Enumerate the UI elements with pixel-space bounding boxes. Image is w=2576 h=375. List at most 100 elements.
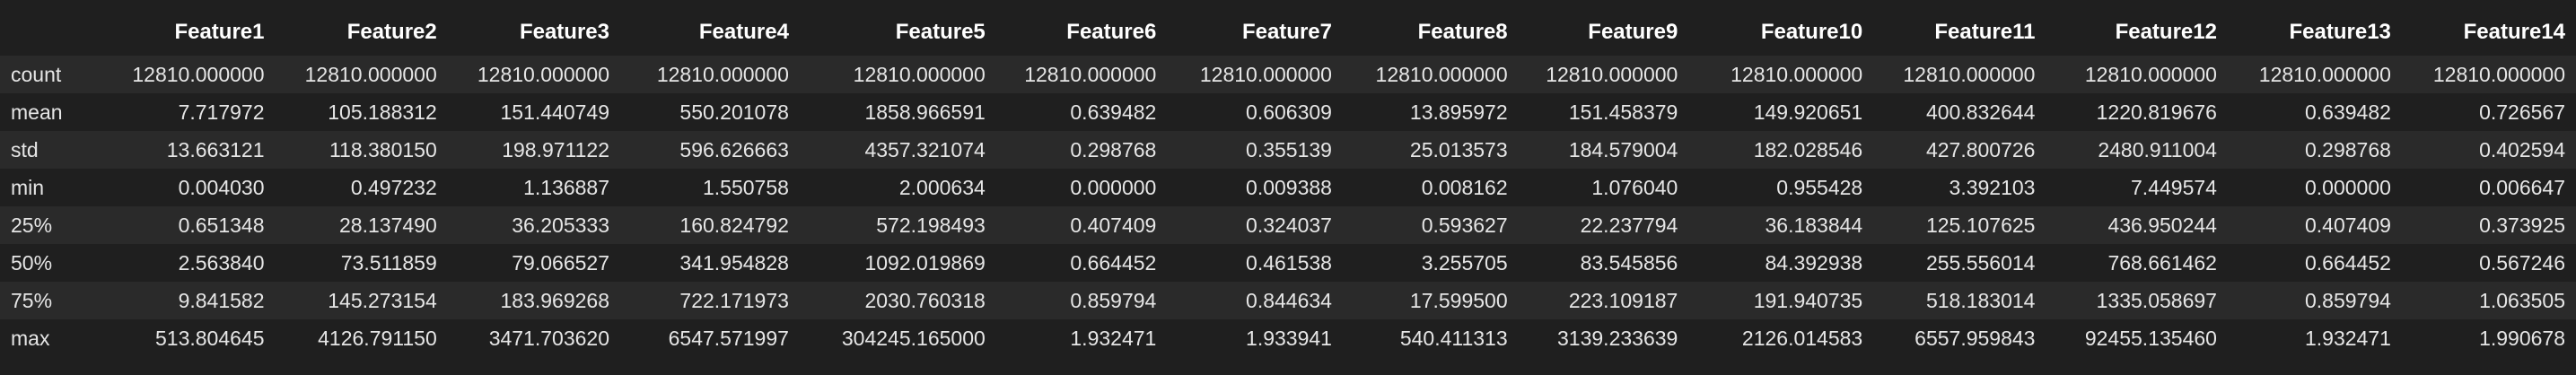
table-cell: 304245.165000 bbox=[841, 327, 986, 350]
column-header: Feature10 bbox=[1760, 20, 1863, 44]
table-cell: 0.000000 bbox=[1070, 176, 1157, 199]
table-cell: 151.440749 bbox=[500, 100, 609, 124]
table-cell: 9.841582 bbox=[178, 289, 265, 312]
table-row: 25% 0.651348 28.137490 36.205333 160.824792 5… bbox=[0, 206, 2576, 244]
column-header: Feature1 bbox=[174, 20, 265, 44]
table-cell: 12810.000000 bbox=[1199, 63, 1332, 86]
row-label: 50% bbox=[11, 251, 53, 275]
table-cell: 149.920651 bbox=[1753, 100, 1863, 124]
table-cell: 12810.000000 bbox=[477, 63, 609, 86]
table-cell: 6557.959843 bbox=[1914, 327, 2036, 350]
column-header: Feature13 bbox=[2289, 20, 2391, 44]
table-cell: 191.940735 bbox=[1753, 289, 1863, 312]
table-cell: 0.497232 bbox=[350, 176, 437, 199]
table-body: count 12810.000000 12810.000000 12810.00000… bbox=[0, 56, 2576, 357]
row-label: 75% bbox=[11, 289, 53, 312]
table-cell: 400.832644 bbox=[1925, 100, 2036, 124]
table-cell: 2.000634 bbox=[898, 176, 986, 199]
table-cell: 0.355139 bbox=[1246, 138, 1332, 161]
table-cell: 436.950244 bbox=[2107, 214, 2217, 237]
row-label: max bbox=[11, 327, 50, 350]
table-cell: 3471.703620 bbox=[488, 327, 609, 350]
describe-table: Feature1 Feature2 Feature3 Feature4 Feature5… bbox=[0, 9, 2576, 357]
table-cell: 28.137490 bbox=[339, 214, 437, 237]
table-row: count 12810.000000 12810.000000 12810.00000… bbox=[0, 56, 2576, 93]
table-cell: 0.606309 bbox=[1246, 100, 1332, 124]
table-cell: 12810.000000 bbox=[304, 63, 437, 86]
table-cell: 3139.233639 bbox=[1557, 327, 1678, 350]
table-row: mean 7.717972 105.188312 151.440749 550.2010… bbox=[0, 93, 2576, 131]
table-cell: 1.136887 bbox=[523, 176, 609, 199]
table-cell: 4126.791150 bbox=[318, 327, 437, 350]
column-header: Feature14 bbox=[2463, 20, 2565, 44]
table-row: max 513.804645 4126.791150 3471.703620 6547.… bbox=[0, 319, 2576, 357]
table-cell: 0.009388 bbox=[1246, 176, 1332, 199]
table-cell: 83.545856 bbox=[1580, 251, 1678, 275]
table-cell: 0.006647 bbox=[2479, 176, 2565, 199]
table-row: 75% 9.841582 145.273154 183.969268 722.17197… bbox=[0, 282, 2576, 319]
table-cell: 36.183844 bbox=[1765, 214, 1863, 237]
table-cell: 2.563840 bbox=[178, 251, 265, 275]
table-cell: 1335.058697 bbox=[2096, 289, 2217, 312]
column-header: Feature9 bbox=[1588, 20, 1678, 44]
table-cell: 151.458379 bbox=[1568, 100, 1678, 124]
table-cell: 0.726567 bbox=[2479, 100, 2565, 124]
table-cell: 0.664452 bbox=[2304, 251, 2391, 275]
table-cell: 768.661462 bbox=[2107, 251, 2217, 275]
row-label: min bbox=[11, 176, 45, 199]
table-cell: 0.593627 bbox=[1421, 214, 1508, 237]
column-header: Feature12 bbox=[2115, 20, 2217, 44]
table-cell: 1.076040 bbox=[1591, 176, 1678, 199]
table-cell: 540.411313 bbox=[1399, 327, 1508, 350]
table-cell: 1220.819676 bbox=[2096, 100, 2217, 124]
table-cell: 12810.000000 bbox=[656, 63, 789, 86]
column-header: Feature2 bbox=[346, 20, 437, 44]
table-cell: 596.626663 bbox=[679, 138, 789, 161]
table-cell: 572.198493 bbox=[876, 214, 986, 237]
table-cell: 12810.000000 bbox=[1730, 63, 1863, 86]
table-cell: 12810.000000 bbox=[1024, 63, 1157, 86]
table-cell: 184.579004 bbox=[1568, 138, 1678, 161]
table-cell: 0.324037 bbox=[1246, 214, 1332, 237]
table-cell: 427.800726 bbox=[1925, 138, 2036, 161]
table-cell: 12810.000000 bbox=[132, 63, 265, 86]
table-cell: 0.859794 bbox=[1070, 289, 1157, 312]
table-cell: 223.109187 bbox=[1568, 289, 1678, 312]
table-cell: 4357.321074 bbox=[864, 138, 986, 161]
table-row: std 13.663121 118.380150 198.971122 596.6266… bbox=[0, 131, 2576, 169]
table-cell: 513.804645 bbox=[154, 327, 265, 350]
row-label: count bbox=[11, 63, 62, 86]
row-label: 25% bbox=[11, 214, 53, 237]
table-cell: 550.201078 bbox=[679, 100, 789, 124]
table-cell: 1.990678 bbox=[2479, 327, 2565, 350]
table-cell: 12810.000000 bbox=[1375, 63, 1508, 86]
table-cell: 13.895972 bbox=[1409, 100, 1508, 124]
table-cell: 2030.760318 bbox=[864, 289, 986, 312]
column-header: Feature3 bbox=[519, 20, 609, 44]
table-cell: 145.273154 bbox=[328, 289, 437, 312]
column-header: Feature7 bbox=[1241, 20, 1332, 44]
table-cell: 2126.014583 bbox=[1741, 327, 1863, 350]
table-cell: 0.859794 bbox=[2304, 289, 2391, 312]
table-cell: 1.550758 bbox=[702, 176, 789, 199]
column-header: Feature6 bbox=[1066, 20, 1157, 44]
table-cell: 3.255705 bbox=[1421, 251, 1508, 275]
table-cell: 1.933941 bbox=[1246, 327, 1332, 350]
table-cell: 0.402594 bbox=[2479, 138, 2565, 161]
row-label: std bbox=[11, 138, 39, 161]
table-cell: 1.932471 bbox=[1070, 327, 1157, 350]
table-cell: 160.824792 bbox=[679, 214, 789, 237]
table-cell: 722.171973 bbox=[679, 289, 789, 312]
table-cell: 3.392103 bbox=[1949, 176, 2036, 199]
table-cell: 0.639482 bbox=[2304, 100, 2391, 124]
table-cell: 0.664452 bbox=[1070, 251, 1157, 275]
table-cell: 1092.019869 bbox=[864, 251, 986, 275]
table-cell: 79.066527 bbox=[512, 251, 609, 275]
table-cell: 0.955428 bbox=[1776, 176, 1863, 199]
table-cell: 25.013573 bbox=[1409, 138, 1508, 161]
table-cell: 341.954828 bbox=[679, 251, 789, 275]
table-cell: 105.188312 bbox=[328, 100, 437, 124]
table-cell: 1858.966591 bbox=[864, 100, 986, 124]
row-label: mean bbox=[11, 100, 63, 124]
